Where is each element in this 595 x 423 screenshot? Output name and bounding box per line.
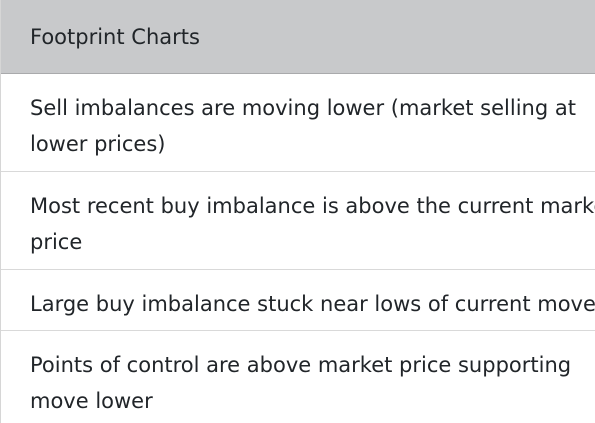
list-item: Large buy imbalance stuck near lows of c… [1,270,595,331]
list-item-line: Most recent buy imbalance is above the c… [30,194,595,218]
card-header: Footprint Charts [1,0,595,74]
list-item-line: Large buy imbalance stuck near lows of c… [30,292,595,316]
list-item-line: move lower [30,389,153,413]
list-item: Sell imbalances are moving lower (market… [1,74,595,172]
list-item: Most recent buy imbalance is above the c… [1,172,595,270]
list-item: Points of control are above market price… [1,331,595,423]
card-title: Footprint Charts [30,24,200,49]
list-item-line: Points of control are above market price… [30,353,572,377]
list-item-line: price [30,230,83,254]
list-item-line: Sell imbalances are moving lower (market… [30,96,576,120]
list-item-line: lower prices) [30,132,166,156]
